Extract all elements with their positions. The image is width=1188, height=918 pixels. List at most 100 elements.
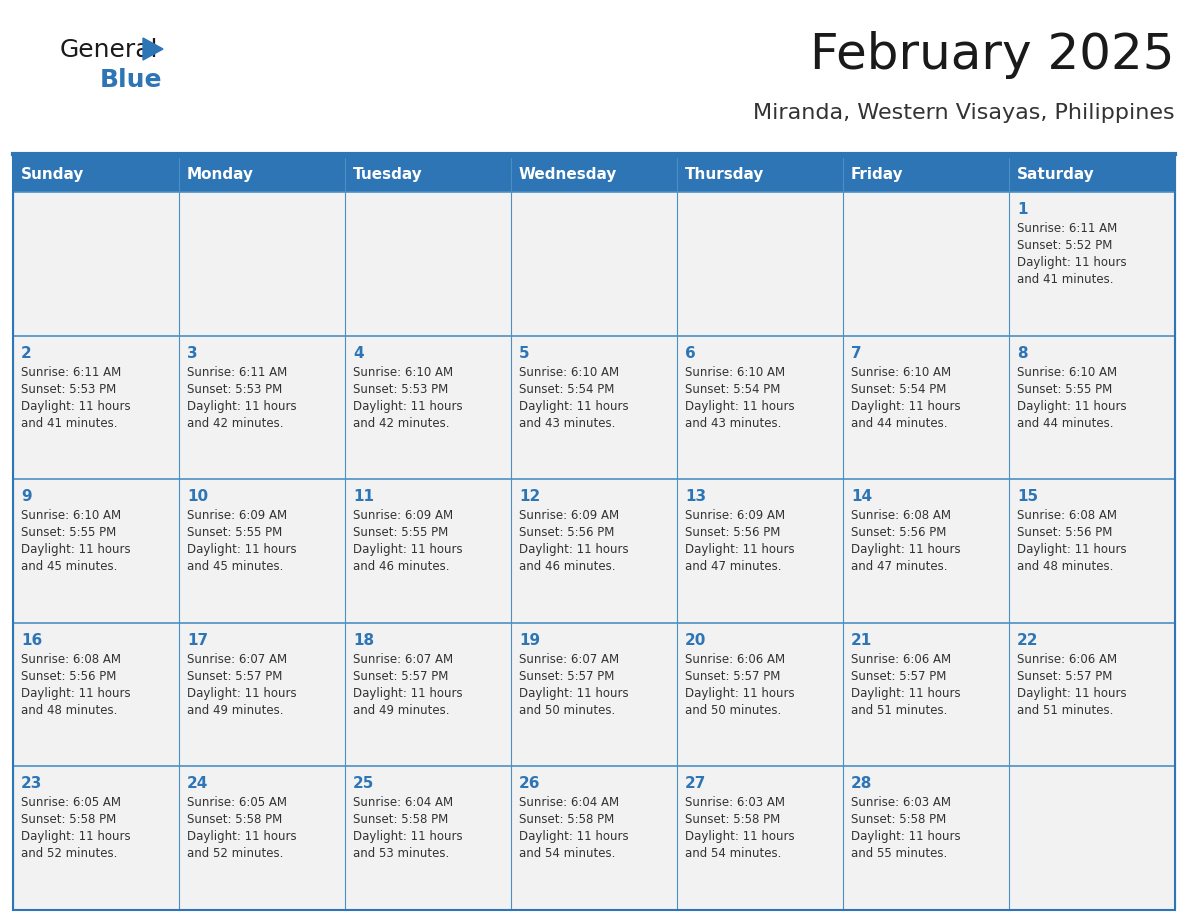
Text: 13: 13: [685, 489, 706, 504]
Text: Sunset: 5:56 PM: Sunset: 5:56 PM: [685, 526, 781, 539]
Text: and 44 minutes.: and 44 minutes.: [851, 417, 948, 430]
Bar: [13, 479, 179, 622]
Text: Daylight: 11 hours: Daylight: 11 hours: [21, 687, 131, 700]
Text: and 47 minutes.: and 47 minutes.: [685, 560, 782, 573]
Text: 5: 5: [519, 345, 530, 361]
Text: Sunset: 5:57 PM: Sunset: 5:57 PM: [187, 670, 283, 683]
Bar: [677, 622, 843, 767]
Text: and 54 minutes.: and 54 minutes.: [519, 847, 615, 860]
Text: and 51 minutes.: and 51 minutes.: [851, 704, 947, 717]
Text: 8: 8: [1017, 345, 1028, 361]
Text: Sunrise: 6:10 AM: Sunrise: 6:10 AM: [685, 365, 785, 378]
Bar: [677, 479, 843, 622]
Text: and 43 minutes.: and 43 minutes.: [685, 417, 782, 430]
Bar: [13, 157, 1175, 910]
Bar: [511, 479, 677, 622]
Text: and 47 minutes.: and 47 minutes.: [851, 560, 948, 573]
Text: Sunset: 5:58 PM: Sunset: 5:58 PM: [519, 813, 614, 826]
Bar: [345, 622, 511, 767]
Text: Daylight: 11 hours: Daylight: 11 hours: [187, 399, 297, 412]
Text: and 45 minutes.: and 45 minutes.: [21, 560, 118, 573]
Text: and 46 minutes.: and 46 minutes.: [353, 560, 449, 573]
Text: 9: 9: [21, 489, 32, 504]
Text: 15: 15: [1017, 489, 1038, 504]
Bar: [843, 336, 1009, 479]
Text: Sunset: 5:58 PM: Sunset: 5:58 PM: [187, 813, 283, 826]
Text: Sunset: 5:54 PM: Sunset: 5:54 PM: [685, 383, 781, 396]
Text: Sunrise: 6:04 AM: Sunrise: 6:04 AM: [353, 797, 453, 810]
Text: Sunset: 5:58 PM: Sunset: 5:58 PM: [353, 813, 448, 826]
Text: 25: 25: [353, 777, 374, 791]
Text: Daylight: 11 hours: Daylight: 11 hours: [187, 543, 297, 556]
Text: Sunrise: 6:03 AM: Sunrise: 6:03 AM: [685, 797, 785, 810]
Bar: [13, 336, 179, 479]
Text: and 41 minutes.: and 41 minutes.: [1017, 273, 1113, 286]
Bar: [1009, 192, 1175, 336]
Text: General: General: [61, 38, 158, 62]
Text: and 48 minutes.: and 48 minutes.: [21, 704, 118, 717]
Text: Daylight: 11 hours: Daylight: 11 hours: [685, 831, 795, 844]
Text: Sunrise: 6:09 AM: Sunrise: 6:09 AM: [519, 509, 619, 522]
Bar: [677, 192, 843, 336]
Text: and 44 minutes.: and 44 minutes.: [1017, 417, 1113, 430]
Text: 27: 27: [685, 777, 707, 791]
Bar: [677, 336, 843, 479]
Bar: [345, 767, 511, 910]
Text: Sunset: 5:53 PM: Sunset: 5:53 PM: [21, 383, 116, 396]
Text: 23: 23: [21, 777, 43, 791]
Text: Sunrise: 6:07 AM: Sunrise: 6:07 AM: [353, 653, 453, 666]
Text: Sunrise: 6:04 AM: Sunrise: 6:04 AM: [519, 797, 619, 810]
Text: Sunset: 5:57 PM: Sunset: 5:57 PM: [519, 670, 614, 683]
Text: 28: 28: [851, 777, 872, 791]
Text: Sunset: 5:55 PM: Sunset: 5:55 PM: [353, 526, 448, 539]
Text: Sunset: 5:53 PM: Sunset: 5:53 PM: [353, 383, 448, 396]
Text: Wednesday: Wednesday: [519, 167, 618, 182]
Text: Daylight: 11 hours: Daylight: 11 hours: [851, 543, 961, 556]
Text: Daylight: 11 hours: Daylight: 11 hours: [685, 687, 795, 700]
Text: Sunrise: 6:08 AM: Sunrise: 6:08 AM: [21, 653, 121, 666]
Text: Daylight: 11 hours: Daylight: 11 hours: [1017, 399, 1126, 412]
Text: Daylight: 11 hours: Daylight: 11 hours: [21, 831, 131, 844]
Text: Sunrise: 6:05 AM: Sunrise: 6:05 AM: [21, 797, 121, 810]
Text: Sunrise: 6:09 AM: Sunrise: 6:09 AM: [353, 509, 453, 522]
Text: and 42 minutes.: and 42 minutes.: [187, 417, 284, 430]
Text: Daylight: 11 hours: Daylight: 11 hours: [21, 399, 131, 412]
Bar: [1009, 479, 1175, 622]
Text: Sunset: 5:57 PM: Sunset: 5:57 PM: [851, 670, 947, 683]
Bar: [843, 192, 1009, 336]
Bar: [13, 622, 179, 767]
Text: Daylight: 11 hours: Daylight: 11 hours: [519, 831, 628, 844]
Text: Daylight: 11 hours: Daylight: 11 hours: [353, 543, 462, 556]
Text: and 49 minutes.: and 49 minutes.: [353, 704, 449, 717]
Text: Daylight: 11 hours: Daylight: 11 hours: [519, 399, 628, 412]
Bar: [677, 767, 843, 910]
Text: Sunset: 5:52 PM: Sunset: 5:52 PM: [1017, 239, 1112, 252]
Text: and 41 minutes.: and 41 minutes.: [21, 417, 118, 430]
Bar: [179, 336, 345, 479]
Text: Sunset: 5:53 PM: Sunset: 5:53 PM: [187, 383, 283, 396]
Text: and 50 minutes.: and 50 minutes.: [519, 704, 615, 717]
Bar: [179, 192, 345, 336]
Text: Sunset: 5:56 PM: Sunset: 5:56 PM: [519, 526, 614, 539]
Text: 14: 14: [851, 489, 872, 504]
Text: and 51 minutes.: and 51 minutes.: [1017, 704, 1113, 717]
Bar: [345, 336, 511, 479]
Text: Daylight: 11 hours: Daylight: 11 hours: [851, 399, 961, 412]
Bar: [843, 622, 1009, 767]
Text: Sunrise: 6:11 AM: Sunrise: 6:11 AM: [21, 365, 121, 378]
Text: Daylight: 11 hours: Daylight: 11 hours: [851, 687, 961, 700]
Text: Sunset: 5:55 PM: Sunset: 5:55 PM: [21, 526, 116, 539]
Text: 20: 20: [685, 633, 707, 648]
Text: and 53 minutes.: and 53 minutes.: [353, 847, 449, 860]
Text: Sunset: 5:57 PM: Sunset: 5:57 PM: [1017, 670, 1112, 683]
Text: Daylight: 11 hours: Daylight: 11 hours: [519, 687, 628, 700]
Bar: [345, 479, 511, 622]
Text: 4: 4: [353, 345, 364, 361]
Text: Daylight: 11 hours: Daylight: 11 hours: [851, 831, 961, 844]
Bar: [1009, 622, 1175, 767]
Text: Sunset: 5:54 PM: Sunset: 5:54 PM: [519, 383, 614, 396]
Text: 10: 10: [187, 489, 208, 504]
Text: Sunset: 5:57 PM: Sunset: 5:57 PM: [353, 670, 448, 683]
Bar: [511, 767, 677, 910]
Text: February 2025: February 2025: [810, 31, 1175, 79]
